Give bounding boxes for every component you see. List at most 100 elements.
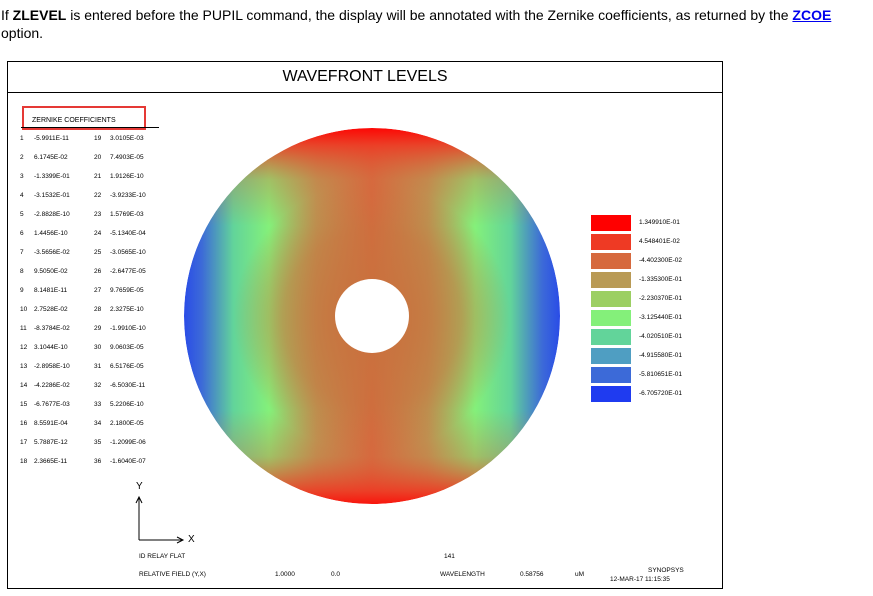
zernike-index: 8 (20, 268, 24, 275)
zernike-index: 13 (20, 363, 28, 370)
zernike-value: 6.5176E-05 (110, 363, 144, 370)
zernike-index: 6 (20, 230, 24, 237)
zernike-row: 12 3.1044E-10 30 9.0603E-05 (8, 343, 168, 353)
legend-item: -5.810651E-01 (591, 367, 711, 383)
legend-item: -4.402300E-02 (591, 253, 711, 269)
footer-wavelength-value: 0.58756 (520, 571, 544, 578)
footer-wavelength-unit: uM (575, 571, 585, 578)
zernike-index: 2 (20, 154, 24, 161)
zernike-value: -3.1532E-01 (34, 192, 70, 199)
legend-label: -1.335300E-01 (639, 276, 683, 283)
zernike-value: -1.6040E-07 (110, 458, 146, 465)
zernike-value: -2.8828E-10 (34, 211, 70, 218)
zernike-row: 5 -2.8828E-10 23 1.5769E-03 (8, 210, 168, 220)
intro-paragraph: If ZLEVEL is entered before the PUPIL co… (1, 6, 869, 42)
zernike-index: 4 (20, 192, 24, 199)
legend-label: -5.810651E-01 (639, 371, 683, 378)
legend-item: -4.915580E-01 (591, 348, 711, 364)
zernike-row: 15 -6.7677E-03 33 5.2206E-10 (8, 400, 168, 410)
footer-field-label: RELATIVE FIELD (Y,X) (139, 571, 206, 578)
wavefront-map (184, 128, 560, 504)
zernike-row: 4 -3.1532E-01 22 -3.9233E-10 (8, 191, 168, 201)
zernike-index: 15 (20, 401, 28, 408)
zernike-row: 14 -4.2286E-02 32 -6.5030E-11 (8, 381, 168, 391)
zernike-value: 1.5769E-03 (110, 211, 144, 218)
legend-swatch (591, 348, 631, 364)
zcoe-link[interactable]: ZCOE (792, 7, 832, 23)
zernike-index: 31 (94, 363, 102, 370)
zernike-index: 26 (94, 268, 102, 275)
zernike-value: 1.9126E-10 (110, 173, 144, 180)
panel-title-bar: WAVEFRONT LEVELS (8, 62, 722, 93)
legend-label: -3.125440E-01 (639, 314, 683, 321)
zernike-highlight-box (22, 106, 146, 130)
zernike-row: 16 8.5591E-04 34 2.1800E-05 (8, 419, 168, 429)
zernike-value: 2.7528E-02 (34, 306, 68, 313)
zernike-value: 3.1044E-10 (34, 344, 68, 351)
intro-middle: is entered before the PUPIL command, the… (66, 7, 793, 23)
footer-number: 141 (444, 553, 455, 560)
legend-item: -1.335300E-01 (591, 272, 711, 288)
zlevel-keyword: ZLEVEL (12, 7, 67, 23)
zernike-index: 19 (94, 135, 102, 142)
footer-wavelength-label: WAVELENGTH (440, 571, 485, 578)
footer-field-y: 1.0000 (275, 571, 295, 578)
zernike-row: 2 6.1745E-02 20 7.4903E-05 (8, 153, 168, 163)
legend-label: -4.402300E-02 (639, 257, 683, 264)
zernike-value: 9.0603E-05 (110, 344, 144, 351)
zernike-index: 30 (94, 344, 102, 351)
legend-label: -4.915580E-01 (639, 352, 683, 359)
zernike-index: 11 (20, 325, 27, 332)
zernike-value: -3.5656E-02 (34, 249, 70, 256)
zernike-row: 9 8.1481E-11 27 9.7659E-05 (8, 286, 168, 296)
zernike-index: 18 (20, 458, 28, 465)
legend-item: -2.230370E-01 (591, 291, 711, 307)
legend-swatch (591, 310, 631, 326)
zernike-title: ZERNIKE COEFFICIENTS (32, 117, 116, 124)
zernike-value: 5.2206E-10 (110, 401, 144, 408)
legend-swatch (591, 253, 631, 269)
legend-label: 4.548401E-02 (639, 238, 680, 245)
zernike-index: 27 (94, 287, 102, 294)
zernike-row: 3 -1.3399E-01 21 1.9126E-10 (8, 172, 168, 182)
zernike-index: 36 (94, 458, 102, 465)
zernike-value: 9.7659E-05 (110, 287, 144, 294)
wavefront-panel: WAVEFRONT LEVELS ZERNIKE COEFFICIENTS 1 -… (7, 61, 723, 589)
footer-field-x: 0.0 (331, 571, 341, 578)
legend-swatch (591, 329, 631, 345)
zernike-index: 14 (20, 382, 28, 389)
zernike-row: 8 9.5050E-02 26 -2.6477E-05 (8, 267, 168, 277)
legend-swatch (591, 272, 631, 288)
zernike-index: 35 (94, 439, 102, 446)
zernike-index: 17 (20, 439, 28, 446)
zernike-index: 7 (20, 249, 24, 256)
legend-label: 1.349910E-01 (639, 219, 680, 226)
zernike-value: -1.2099E-06 (110, 439, 146, 446)
zernike-value: -3.0565E-10 (110, 249, 146, 256)
zernike-index: 32 (94, 382, 102, 389)
legend-item: -6.705720E-01 (591, 386, 711, 402)
zernike-row: 10 2.7528E-02 28 2.3275E-10 (8, 305, 168, 315)
zernike-index: 9 (20, 287, 24, 294)
zernike-value: 9.5050E-02 (34, 268, 68, 275)
zernike-value: 2.3275E-10 (110, 306, 144, 313)
zernike-index: 24 (94, 230, 102, 237)
zernike-value: -4.2286E-02 (34, 382, 70, 389)
zernike-value: -2.6477E-05 (110, 268, 146, 275)
zernike-value: 8.5591E-04 (34, 420, 68, 427)
zernike-row: 1 -5.9911E-11 19 3.0105E-03 (8, 134, 168, 144)
zernike-row: 6 1.4456E-10 24 -5.1340E-04 (8, 229, 168, 239)
zernike-index: 23 (94, 211, 102, 218)
intro-prefix: If (1, 7, 13, 23)
zernike-row: 7 -3.5656E-02 25 -3.0565E-10 (8, 248, 168, 258)
zernike-index: 25 (94, 249, 102, 256)
zernike-value: 5.7887E-12 (34, 439, 68, 446)
zernike-index: 29 (94, 325, 102, 332)
zernike-index: 1 (20, 135, 24, 142)
footer-system: ID RELAY FLAT (139, 553, 186, 560)
zernike-index: 10 (20, 306, 28, 313)
zernike-value: -5.1340E-04 (110, 230, 146, 237)
zernike-underline (21, 127, 159, 128)
zernike-index: 22 (94, 192, 102, 199)
zernike-value: 2.1800E-05 (110, 420, 144, 427)
